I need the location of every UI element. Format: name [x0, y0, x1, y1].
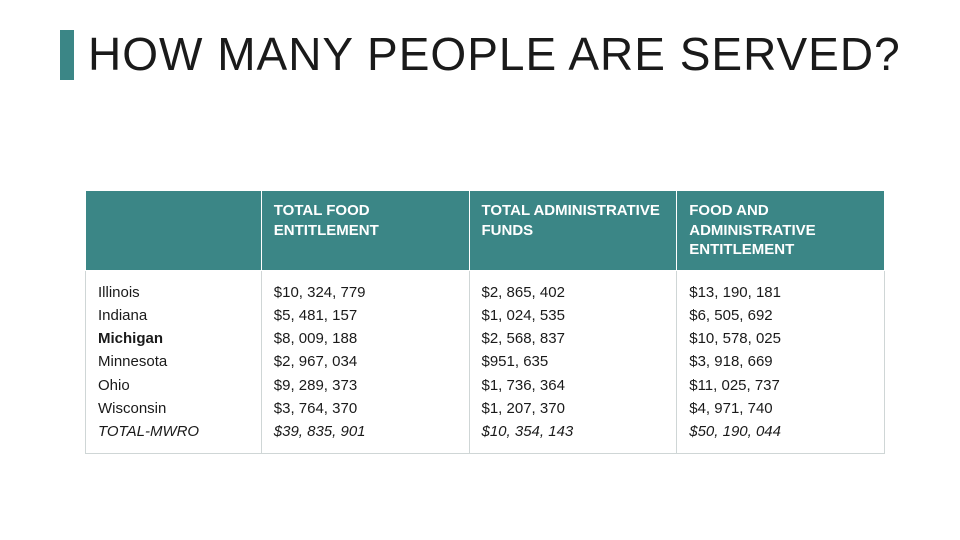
food-value: $39, 835, 901	[274, 420, 457, 443]
total-value: $10, 578, 025	[689, 327, 872, 350]
label-value: Minnesota	[98, 350, 249, 373]
page-title: HOW MANY PEOPLE ARE SERVED?	[88, 30, 901, 80]
food-value: $5, 481, 157	[274, 304, 457, 327]
total-values-cell: $13, 190, 181$6, 505, 692$10, 578, 025$3…	[677, 270, 885, 454]
food-value: $10, 324, 779	[274, 281, 457, 304]
food-value: $2, 967, 034	[274, 350, 457, 373]
total-value: $6, 505, 692	[689, 304, 872, 327]
label-value: Ohio	[98, 374, 249, 397]
total-value: $13, 190, 181	[689, 281, 872, 304]
admin-value: $1, 207, 370	[482, 397, 665, 420]
total-value: $11, 025, 737	[689, 374, 872, 397]
admin-value: $1, 736, 364	[482, 374, 665, 397]
admin-value: $2, 865, 402	[482, 281, 665, 304]
food-value: $8, 009, 188	[274, 327, 457, 350]
label-value: TOTAL-MWRO	[98, 420, 249, 443]
admin-value: $951, 635	[482, 350, 665, 373]
label-value: Illinois	[98, 281, 249, 304]
header-food: TOTAL FOOD ENTITLEMENT	[261, 191, 469, 271]
header-blank	[86, 191, 262, 271]
label-value: Wisconsin	[98, 397, 249, 420]
admin-value: $10, 354, 143	[482, 420, 665, 443]
total-value: $3, 918, 669	[689, 350, 872, 373]
food-values-cell: $10, 324, 779$5, 481, 157$8, 009, 188$2,…	[261, 270, 469, 454]
total-value: $50, 190, 044	[689, 420, 872, 443]
label-value: Indiana	[98, 304, 249, 327]
title-accent-bar	[60, 30, 74, 80]
admin-values-cell: $2, 865, 402$1, 024, 535$2, 568, 837$951…	[469, 270, 677, 454]
food-value: $9, 289, 373	[274, 374, 457, 397]
admin-value: $2, 568, 837	[482, 327, 665, 350]
title-block: HOW MANY PEOPLE ARE SERVED?	[60, 30, 901, 80]
header-admin: TOTAL ADMINISTRATIVE FUNDS	[469, 191, 677, 271]
table-row: IllinoisIndianaMichiganMinnesotaOhioWisc…	[86, 270, 885, 454]
admin-value: $1, 024, 535	[482, 304, 665, 327]
state-labels-cell: IllinoisIndianaMichiganMinnesotaOhioWisc…	[86, 270, 262, 454]
entitlement-table: TOTAL FOOD ENTITLEMENT TOTAL ADMINISTRAT…	[85, 190, 885, 454]
food-value: $3, 764, 370	[274, 397, 457, 420]
total-value: $4, 971, 740	[689, 397, 872, 420]
label-value: Michigan	[98, 327, 249, 350]
header-total: FOOD AND ADMINISTRATIVE ENTITLEMENT	[677, 191, 885, 271]
table-header-row: TOTAL FOOD ENTITLEMENT TOTAL ADMINISTRAT…	[86, 191, 885, 271]
